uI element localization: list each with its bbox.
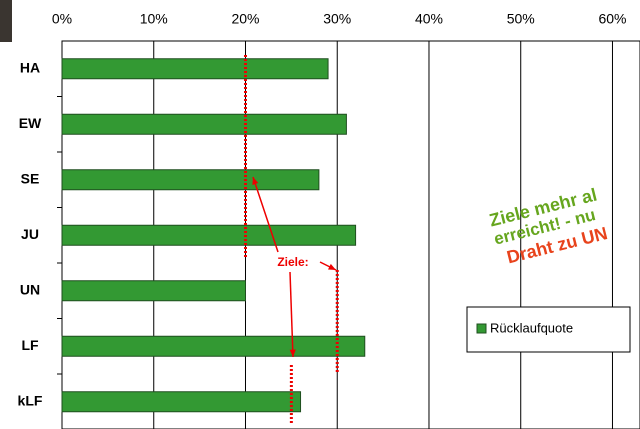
bar bbox=[61, 58, 329, 80]
arrow-head bbox=[252, 177, 259, 185]
bar bbox=[61, 335, 366, 357]
x-tick-label: 40% bbox=[415, 11, 443, 27]
legend-label: Rücklaufquote bbox=[490, 320, 573, 335]
y-tick-label: SE bbox=[21, 170, 40, 186]
y-tick-label: kLF bbox=[18, 392, 43, 408]
y-tick-label: HA bbox=[20, 59, 40, 75]
bar bbox=[61, 391, 302, 413]
y-tick-label: UN bbox=[20, 281, 40, 297]
arrow bbox=[289, 271, 294, 358]
bar bbox=[61, 113, 347, 135]
arrow-head bbox=[289, 349, 296, 357]
bar bbox=[61, 224, 357, 246]
arrow bbox=[252, 176, 279, 253]
x-tick-label: 50% bbox=[507, 11, 535, 27]
x-tick-label: 30% bbox=[323, 11, 351, 27]
target-label: Ziele: bbox=[277, 255, 308, 269]
arrow-head bbox=[328, 263, 336, 270]
y-tick-label: LF bbox=[21, 337, 39, 353]
x-tick-label: 20% bbox=[231, 11, 259, 27]
legend-swatch bbox=[476, 323, 487, 334]
legend-box bbox=[466, 306, 631, 353]
y-tick-label: EW bbox=[19, 115, 42, 131]
x-tick-label: 0% bbox=[52, 11, 72, 27]
y-tick-label: JU bbox=[21, 226, 39, 242]
bar bbox=[61, 280, 246, 302]
x-tick-label: 10% bbox=[140, 11, 168, 27]
corner-image bbox=[0, 0, 12, 42]
x-tick-label: 60% bbox=[598, 11, 626, 27]
bar bbox=[61, 169, 320, 191]
